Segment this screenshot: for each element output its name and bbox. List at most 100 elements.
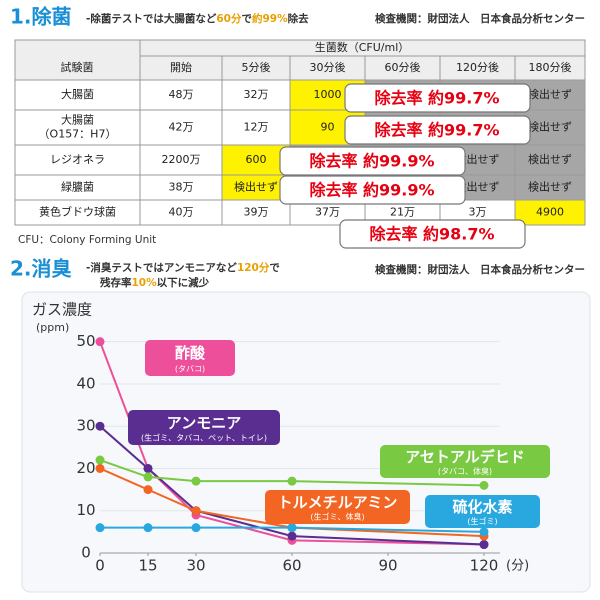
data-point xyxy=(95,523,105,533)
data-point xyxy=(479,527,489,537)
table-cell: 32万 xyxy=(244,88,269,101)
table-cell: 90 xyxy=(321,121,335,134)
y-tick-label: 10 xyxy=(76,501,95,519)
x-tick-label: 60 xyxy=(282,557,301,575)
column-header: 180分後 xyxy=(529,60,572,74)
column-header: 60分後 xyxy=(385,60,421,74)
legend-box xyxy=(265,490,410,524)
subtitle-part: で xyxy=(241,13,252,25)
table-cell: 48万 xyxy=(169,88,194,101)
table-cell: 検出せず xyxy=(528,87,572,101)
table-cell: 21万 xyxy=(390,206,415,219)
table-cell: 37万 xyxy=(315,206,340,219)
section1-source: 検査機関：財団法人 日本食品分析センター xyxy=(375,12,585,25)
column-header: 30分後 xyxy=(310,60,346,74)
data-point xyxy=(191,506,201,516)
row-header: レジオネラ xyxy=(50,153,105,166)
row-header: 大腸菌（O157：H7） xyxy=(39,113,117,141)
subtitle-part: -除菌テストでは大腸菌など xyxy=(86,12,217,25)
row-header: 黄色ブドウ球菌 xyxy=(39,205,116,219)
y-tick-label: 50 xyxy=(76,332,95,350)
data-point xyxy=(479,540,489,550)
row-header: 大腸菌 xyxy=(61,87,94,101)
legend-note: (タバコ) xyxy=(175,364,205,373)
group-header: 生菌数（CFU/ml） xyxy=(315,40,410,54)
legend-box xyxy=(425,495,540,528)
callout-box xyxy=(344,83,531,113)
table-cell: 38万 xyxy=(169,181,194,194)
section2-title: 2.消臭 xyxy=(10,257,72,281)
data-point xyxy=(143,485,153,495)
y-tick-label: 30 xyxy=(76,417,95,435)
callout-text: 除去率 約98.7% xyxy=(369,225,494,244)
x-tick-label: 120 xyxy=(470,557,499,575)
data-point xyxy=(95,421,105,431)
callout-text: 除去率 約99.9% xyxy=(309,181,434,200)
chart-panel xyxy=(21,291,591,593)
callout-box xyxy=(344,115,531,145)
column-header: 5分後 xyxy=(242,60,271,74)
legend-name: 硫化水素 xyxy=(452,498,512,516)
column-header: 120分後 xyxy=(456,60,499,74)
x-tick-label: 30 xyxy=(186,557,205,575)
table-cell: 600 xyxy=(246,153,267,166)
legend-note: (タバコ、体臭) xyxy=(438,466,492,476)
table-cell: 39万 xyxy=(244,206,269,219)
section1-title: 1.除菌 xyxy=(10,5,72,29)
subtitle-part: -消臭テストではアンモニアなど xyxy=(86,261,237,274)
section1-subtitle: -除菌テストでは大腸菌など60分で約99%除去 xyxy=(86,12,309,25)
data-point xyxy=(143,463,153,473)
legend-name: 酢酸 xyxy=(175,344,206,362)
legend-note: (生ゴミ、タバコ、ペット、トイレ) xyxy=(141,433,267,443)
table-cell: 1000 xyxy=(314,88,342,101)
cell-bg xyxy=(222,145,290,175)
legend-name: アセトアルデヒド xyxy=(405,448,525,466)
cell-bg xyxy=(515,145,585,175)
subtitle-part: 約99% xyxy=(252,12,288,25)
table-corner: 試験菌 xyxy=(61,60,94,74)
data-point xyxy=(143,523,153,533)
legend-note: (生ゴミ、体臭) xyxy=(310,512,364,522)
legend-box xyxy=(380,445,550,478)
callout-text: 除去率 約99.7% xyxy=(374,121,499,140)
subtitle-part: 以下に減少 xyxy=(157,276,210,289)
y-tick-label: 20 xyxy=(76,459,95,477)
table-cell: 40万 xyxy=(169,206,194,219)
legend-name: アンモニア xyxy=(167,414,241,432)
subtitle-part: 60分 xyxy=(216,12,242,25)
table-cell: 検出せず xyxy=(528,152,572,166)
table-cell: 検出せず xyxy=(234,180,278,194)
data-point xyxy=(287,476,297,486)
table-cell: 検出せず xyxy=(528,120,572,134)
table-cell: 3万 xyxy=(469,206,487,219)
callout-text: 除去率 約99.9% xyxy=(309,152,434,171)
y-tick-label: 0 xyxy=(81,544,91,562)
data-point xyxy=(479,480,489,490)
subtitle-part: 除去 xyxy=(288,12,309,25)
data-point xyxy=(95,463,105,473)
callout-box xyxy=(339,219,526,249)
data-point xyxy=(287,531,297,541)
x-tick-label: 90 xyxy=(378,557,397,575)
legend-note: (生ゴミ) xyxy=(467,516,497,526)
data-point xyxy=(95,337,105,347)
cell-bg xyxy=(222,175,290,200)
row-header: 緑膿菌 xyxy=(61,180,94,194)
y-tick-label: 40 xyxy=(76,374,95,392)
data-point xyxy=(191,523,201,533)
callout-text: 除去率 約99.7% xyxy=(374,89,499,108)
legend-name: トルメチルアミン xyxy=(278,493,398,511)
x-tick-label: 15 xyxy=(138,557,157,575)
section2-subtitle: -消臭テストではアンモニアなど120分で xyxy=(86,261,280,274)
x-tick-label: 0 xyxy=(95,557,105,575)
legend-box xyxy=(128,410,280,445)
data-point xyxy=(287,523,297,533)
subtitle-part: 120分 xyxy=(237,261,270,274)
column-header: 開始 xyxy=(170,60,192,74)
data-point xyxy=(95,455,105,465)
table-cell: 2200万 xyxy=(162,153,201,166)
cell-bg xyxy=(515,175,585,200)
y-axis-label: ガス濃度 xyxy=(32,301,92,319)
callout-box xyxy=(279,146,466,176)
